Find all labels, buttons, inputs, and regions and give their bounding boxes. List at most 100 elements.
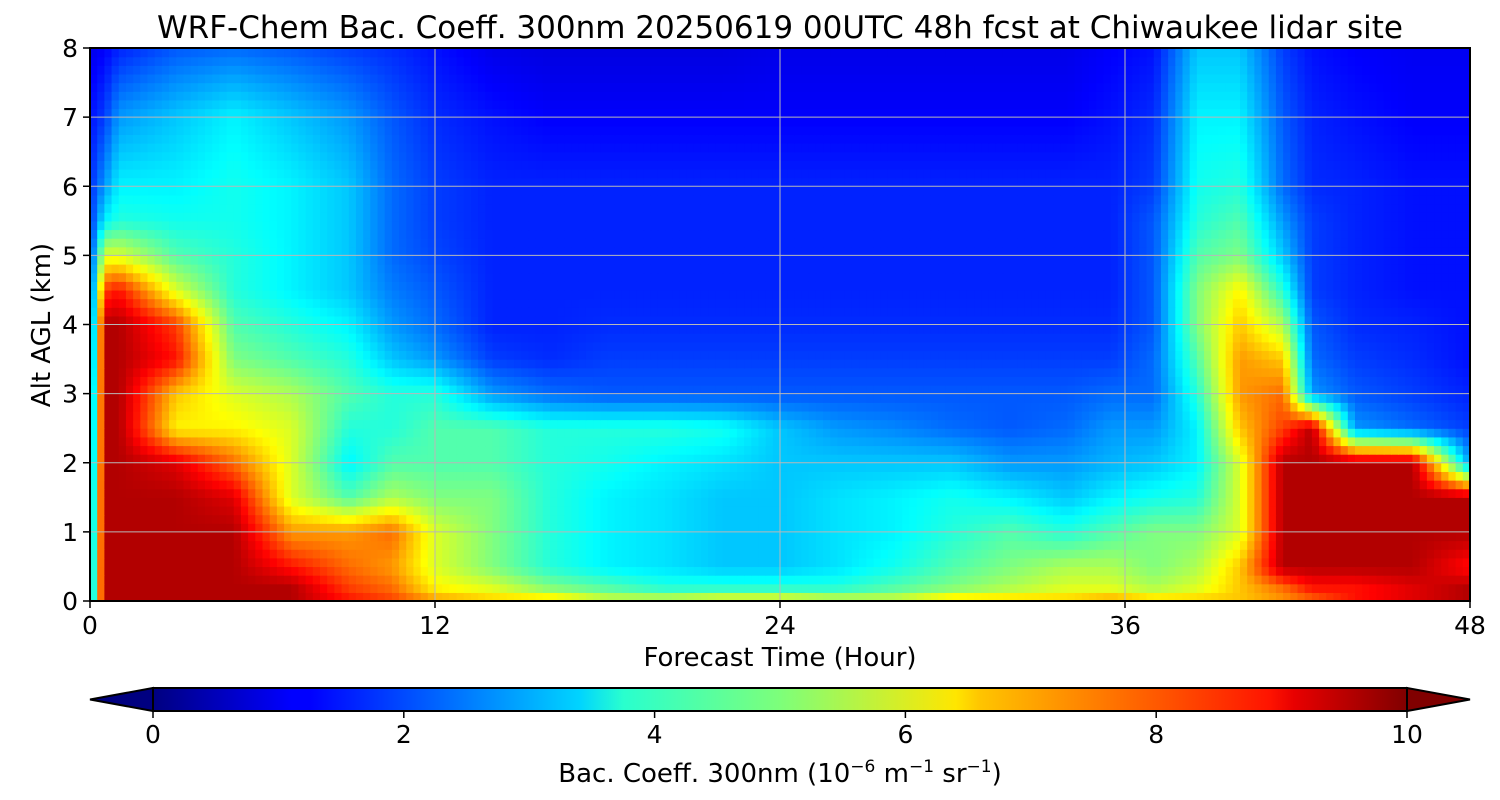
heatmap-cell [1089,445,1097,455]
heatmap-cell [557,436,565,447]
heatmap-cell [1247,428,1255,438]
heatmap-cell [118,402,127,412]
heatmap-cell [506,402,515,412]
heatmap-cell [1362,592,1370,601]
heatmap-cell [571,540,580,550]
heatmap-cell [1383,566,1392,576]
heatmap-cell [765,419,774,429]
heatmap-cell [557,488,565,498]
heatmap-cell [226,436,235,447]
heatmap-cell [1362,410,1370,421]
heatmap-cell [909,419,918,429]
heatmap-cell [449,497,458,507]
heatmap-cell [1168,575,1176,585]
heatmap-cell [1355,514,1363,524]
heatmap-cell [1247,523,1255,533]
heatmap-cell [823,592,831,601]
heatmap-cell [305,445,314,455]
heatmap-cell [413,575,422,585]
heatmap-cell [269,471,278,481]
heatmap-cell [492,505,501,516]
heatmap-cell [902,419,910,429]
heatmap-cell [1261,462,1270,472]
heatmap-cell [219,410,228,421]
heatmap-cell [262,436,271,447]
heatmap-cell [176,583,185,593]
heatmap-cell [1002,549,1011,559]
heatmap-cell [729,445,738,455]
heatmap-cell [751,419,760,429]
heatmap-cell [442,557,450,568]
heatmap-cell [1405,549,1414,559]
heatmap-cell [621,480,630,490]
heatmap-cell [1204,393,1212,403]
heatmap-cell [837,376,846,386]
heatmap-cell [341,384,350,395]
heatmap-cell [1254,514,1263,524]
heatmap-cell [269,428,278,438]
heatmap-cell [686,419,695,429]
heatmap-cell [1419,428,1428,438]
heatmap-cell [1117,402,1126,412]
heatmap-cell [1024,497,1033,507]
heatmap-cell [1448,384,1457,395]
heatmap-cell [1168,505,1176,516]
heatmap-cell [578,419,587,429]
heatmap-cell [442,428,450,438]
heatmap-cell [1074,445,1083,455]
heatmap-cell [614,566,623,576]
heatmap-cell [535,445,544,455]
heatmap-cell [1074,549,1083,559]
heatmap-cell [406,402,415,412]
heatmap-cell [1182,549,1191,559]
heatmap-cell [851,428,860,438]
heatmap-cell [492,393,501,403]
heatmap-cell [435,471,443,481]
heatmap-cell [535,583,544,593]
heatmap-cell [284,436,292,447]
heatmap-cell [974,549,982,559]
heatmap-cell [276,462,285,472]
heatmap-cell [557,549,565,559]
heatmap-cell [765,488,774,498]
heatmap-cell [715,540,724,550]
heatmap-cell [902,514,910,524]
heatmap-cell [1275,531,1284,542]
heatmap-cell [1311,592,1320,601]
heatmap-cell [744,575,752,585]
heatmap-cell [492,540,501,550]
heatmap-cell [312,462,321,472]
heatmap-cell [1117,462,1126,472]
heatmap-cell [787,514,795,524]
heatmap-cell [205,540,213,550]
heatmap-cell [449,436,458,447]
heatmap-cell [427,480,436,490]
heatmap-cell [111,471,120,481]
heatmap-cell [348,402,357,412]
heatmap-cell [1462,523,1470,533]
heatmap-cell [593,557,601,568]
heatmap-cell [1376,540,1385,550]
heatmap-cell [542,393,551,403]
heatmap-cell [1462,566,1470,576]
heatmap-cell [815,488,824,498]
heatmap-cell [1153,583,1162,593]
heatmap-cell [600,419,609,429]
heatmap-cell [887,575,896,585]
heatmap-cell [974,566,982,576]
heatmap-cell [1283,514,1291,524]
heatmap-cell [427,454,436,464]
heatmap-cell [1319,402,1327,412]
heatmap-cell [909,531,918,542]
heatmap-cell [219,549,228,559]
heatmap-cell [593,540,601,550]
heatmap-cell [1398,410,1406,421]
heatmap-cell [528,549,537,559]
heatmap-cell [844,428,853,438]
heatmap-cell [1247,462,1255,472]
heatmap-cell [327,514,335,524]
heatmap-cell [665,393,673,403]
heatmap-cell [629,376,637,386]
heatmap-cell [1369,471,1378,481]
heatmap-cell [406,575,415,585]
